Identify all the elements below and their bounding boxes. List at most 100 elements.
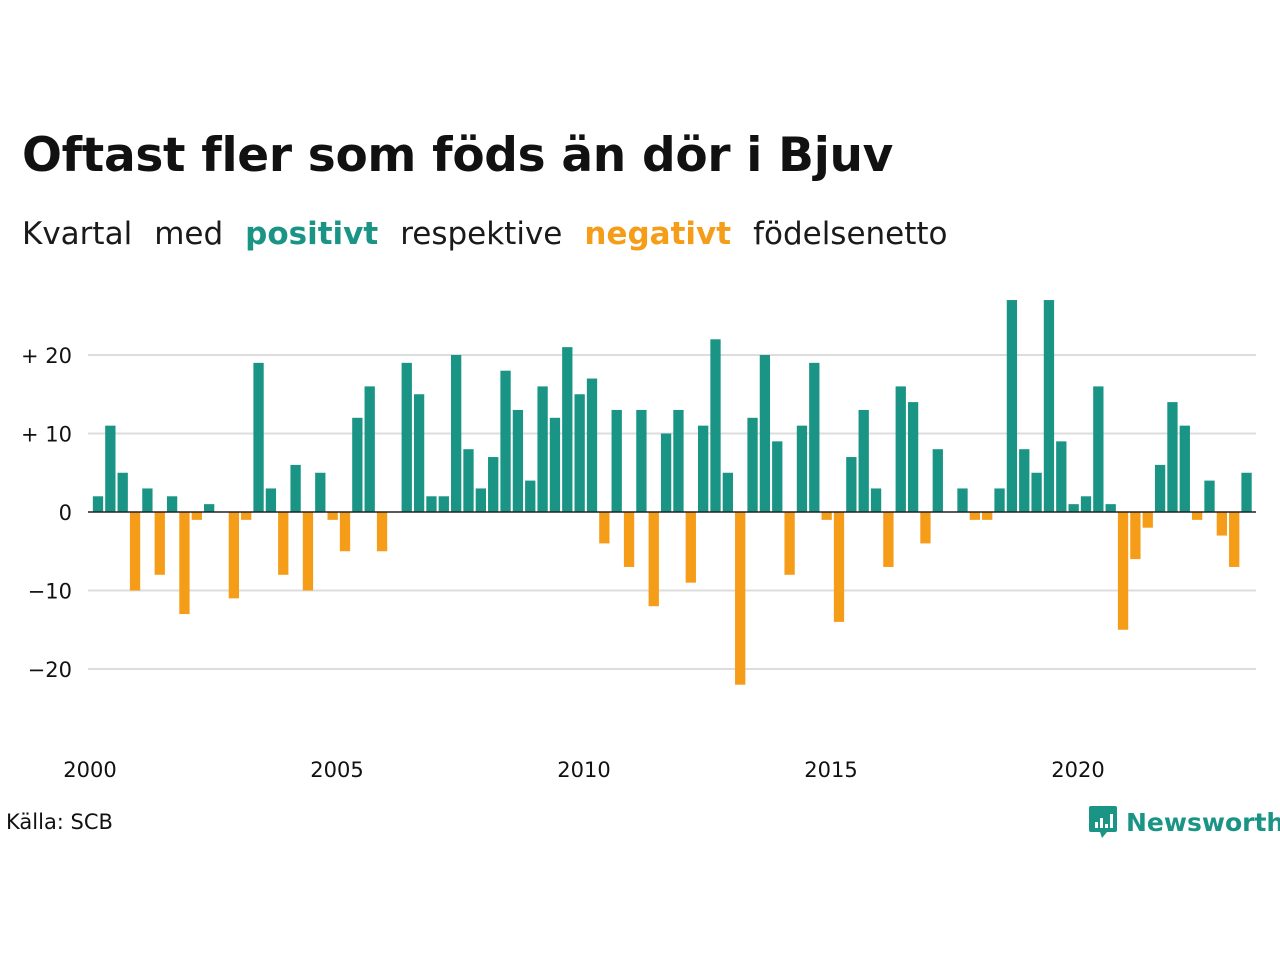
bar: [821, 512, 832, 520]
bar: [1056, 441, 1067, 512]
bar: [1117, 512, 1129, 630]
bar: [1192, 512, 1203, 520]
legend-negative: negativt: [584, 216, 732, 252]
bar: [907, 402, 919, 512]
bar: [376, 512, 388, 552]
bar: [883, 512, 894, 567]
y-tick-label: −20: [28, 658, 72, 682]
bar: [142, 488, 153, 512]
bar: [426, 496, 437, 512]
bar: [809, 362, 820, 512]
y-axis-labels: + 20 + 10 0 −10 −20: [21, 344, 72, 682]
newsworthy-logo-icon: [1089, 806, 1117, 838]
bar: [636, 409, 647, 512]
bar: [92, 496, 104, 512]
y-tick-label: + 20: [21, 344, 72, 368]
bars: [92, 300, 1252, 685]
bar: [759, 355, 771, 512]
bar: [166, 496, 178, 512]
bar: [179, 512, 190, 615]
bar: [475, 488, 486, 512]
bar: [1179, 425, 1190, 512]
bar: [278, 512, 289, 575]
bar: [833, 512, 845, 622]
bar: [784, 512, 795, 575]
bar: [710, 339, 721, 512]
bar: [191, 512, 202, 520]
bar: [1068, 504, 1079, 512]
bar: [364, 386, 375, 512]
x-axis-labels: 2000 2005 2010 2015 2020: [63, 758, 1104, 782]
bar: [1241, 472, 1252, 512]
bar: [722, 472, 733, 512]
bar: [920, 512, 931, 544]
bar: [1154, 464, 1166, 512]
bar: [895, 386, 906, 512]
bar: [623, 512, 635, 567]
source-note: Källa: SCB: [6, 810, 113, 834]
x-tick-label: 2000: [63, 758, 116, 782]
bar: [932, 449, 943, 512]
bar: [1043, 300, 1055, 512]
bar: [1093, 386, 1104, 512]
bar: [957, 488, 968, 512]
bar: [673, 409, 684, 512]
bar: [648, 512, 659, 607]
y-tick-label: −10: [28, 580, 72, 604]
bar: [562, 347, 573, 512]
bar: [1130, 512, 1141, 560]
bar: [549, 417, 561, 512]
chart-title: Oftast fler som föds än dör i Bjuv: [22, 128, 894, 183]
bar: [241, 512, 252, 520]
newsworthy-logo[interactable]: Newsworthy: [1088, 804, 1280, 840]
bar: [1031, 472, 1042, 512]
bar: [339, 512, 351, 552]
bar: [796, 425, 808, 512]
bar: [463, 449, 474, 512]
bar: [747, 417, 758, 512]
bar: [735, 512, 746, 685]
bar: [1006, 300, 1018, 512]
bar: [994, 488, 1005, 512]
bar: [228, 512, 239, 599]
bar: [117, 472, 128, 512]
bar: [611, 409, 622, 512]
bar: [451, 355, 462, 512]
subtitle-word: Kvartal: [22, 216, 133, 252]
bar: [290, 464, 301, 512]
bar: [685, 512, 696, 583]
bar: [1142, 512, 1153, 528]
grid-lines: [88, 354, 1256, 670]
bar: [698, 425, 709, 512]
x-tick-label: 2015: [804, 758, 857, 782]
bar: [1204, 480, 1215, 512]
bar: [1019, 449, 1030, 512]
bar: [772, 441, 783, 512]
bar: [969, 512, 980, 520]
bar: [599, 512, 610, 544]
bar: [1216, 512, 1227, 536]
bar: [870, 488, 882, 512]
bar-chart: + 20 + 10 0 −10 −20 2000 2005 2010 2015 2020: [21, 300, 1256, 782]
bar: [204, 504, 215, 512]
bar: [537, 386, 548, 512]
bar: [1105, 504, 1116, 512]
subtitle-word: respektive: [400, 216, 563, 252]
bar: [327, 512, 338, 520]
y-tick-label: 0: [59, 501, 72, 525]
bar: [154, 512, 165, 575]
x-tick-label: 2005: [310, 758, 363, 782]
bar: [413, 394, 425, 512]
bar: [525, 480, 536, 512]
bar: [586, 378, 598, 512]
bar: [352, 417, 363, 512]
subtitle-word: födelsenetto: [753, 216, 948, 252]
bar: [574, 394, 585, 512]
bar: [315, 472, 326, 512]
bar: [488, 457, 499, 512]
bar: [512, 409, 524, 512]
y-tick-label: + 10: [21, 423, 72, 447]
bar: [1080, 496, 1092, 512]
x-tick-label: 2010: [557, 758, 610, 782]
bar: [1167, 402, 1178, 512]
